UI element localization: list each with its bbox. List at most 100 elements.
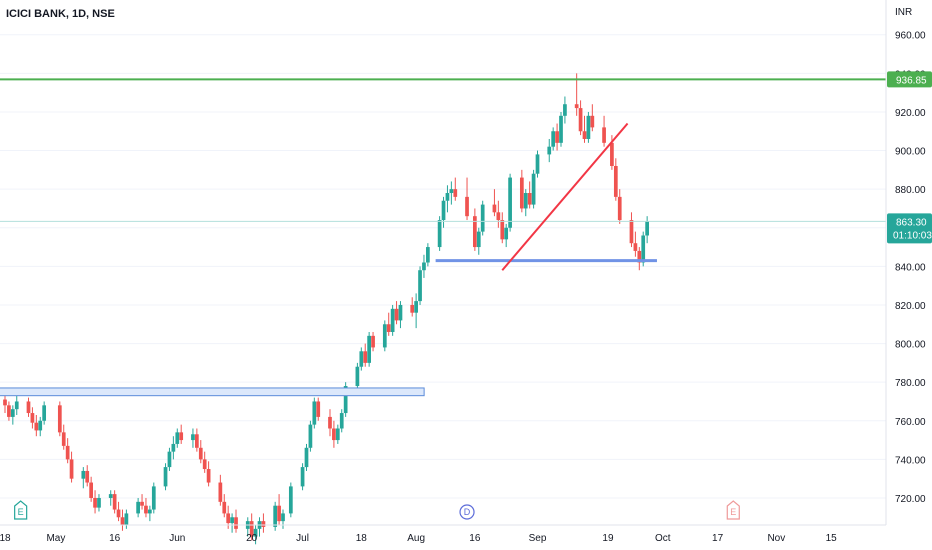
candle-body [198,447,203,460]
candle [108,490,113,506]
candle [531,169,536,209]
candle [465,177,469,221]
candle-body [335,428,340,441]
candle-body [34,422,39,431]
candle [328,409,332,437]
earnings-icon: E [726,500,740,520]
candle [523,189,528,217]
candle [81,467,86,489]
candle [10,405,15,425]
price-tick-label: 720.00 [895,494,926,505]
candle-body [38,420,43,431]
candle [61,424,66,450]
candle-body [492,204,497,213]
candle-body [367,335,372,363]
candle [496,200,501,228]
price-tick-label: 900.00 [895,147,926,158]
candle-body [277,505,281,522]
time-tick-label: Nov [767,533,785,544]
candle-body [398,304,403,321]
candle [551,127,556,151]
candle [89,476,94,502]
candle [97,494,101,512]
candle-body [547,146,552,155]
candle-body [578,108,583,132]
candle-body [26,401,31,414]
price-tick-label: 960.00 [895,31,926,42]
candle [140,494,144,510]
candle-body [124,513,129,525]
candle-body [273,505,278,527]
candle [602,115,606,147]
candle-body [523,193,528,209]
candle [386,312,391,336]
candle-body [574,104,579,109]
candle [144,497,148,518]
candle-body [140,501,144,506]
candle [312,397,317,429]
time-tick-label: 15 [826,533,838,544]
candle-body [555,131,559,143]
candle-body [175,432,180,444]
candle [316,397,321,421]
time-tick-label: 18 [0,533,11,544]
candle [277,494,281,525]
candle-body [426,247,430,263]
dividend-marker [459,504,475,520]
candle [288,482,293,518]
candle [112,490,117,514]
candle [382,320,387,352]
candle-body [602,127,606,143]
candle [163,463,168,491]
candle [222,494,227,518]
candle-body [496,212,501,221]
candle-body [93,497,97,508]
candle [26,397,31,417]
candle [504,223,509,248]
price-axis[interactable]: 720.00 740.00 760.00 780.00 800.00 820.00 840.… [895,31,926,505]
time-axis[interactable]: 18 May 16 Jun 20 Jul 18 Aug 16 Sep 19 Oct 17 Nov 15 [0,533,837,544]
candle-body [559,115,563,143]
candle-body [85,470,90,483]
last-price-tag-bg [887,213,932,244]
candle [273,501,278,531]
candle [191,428,195,448]
candle [633,231,638,257]
candle [198,440,203,464]
time-tick-label: 18 [356,533,368,544]
candle [414,293,418,329]
candle-body [453,189,458,197]
candle [371,331,375,352]
candle [136,497,140,518]
candle [148,505,152,522]
candle [304,443,309,471]
candle-body [304,447,309,468]
candle-body [613,165,618,197]
candle-body [363,351,368,363]
resistance-price-label: 936.85 [896,75,927,86]
candle-body [390,308,395,332]
candle-body [14,401,19,410]
candle-body [144,505,148,514]
candle [230,513,234,533]
event-letter: E [18,507,24,517]
candle-body [590,115,595,128]
candle-body [316,401,321,417]
drawings-layer [0,78,886,397]
dividend-icon: D [459,504,475,520]
candle [508,173,512,232]
candle [613,158,618,201]
candle-body [234,517,238,529]
candle-body [563,104,567,116]
demand-zone-box [0,387,425,397]
candle-body [480,204,485,232]
last-price-tag: 863.30 01:10:03 [887,213,932,244]
candle [437,216,442,251]
candle-body [332,428,336,441]
candle-body [89,482,94,498]
candle-body [551,131,556,147]
candle [300,463,305,491]
candle-body [206,469,211,483]
time-tick-label: 20 [246,533,258,544]
